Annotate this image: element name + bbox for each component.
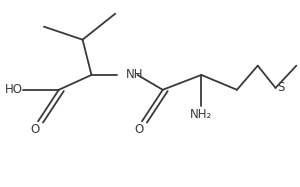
Text: O: O [31,123,40,136]
Text: HO: HO [5,83,23,96]
Text: S: S [277,81,284,94]
Text: O: O [134,123,144,136]
Text: NH: NH [126,68,143,82]
Text: NH₂: NH₂ [190,108,212,121]
